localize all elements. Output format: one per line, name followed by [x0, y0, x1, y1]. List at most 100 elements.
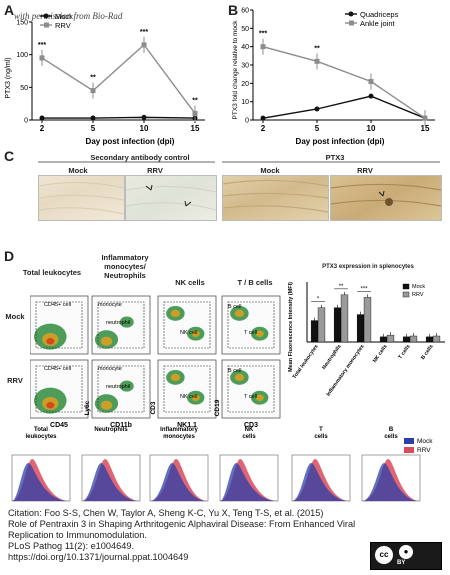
bar-1 — [386, 334, 395, 343]
legend-marker — [44, 22, 49, 28]
gate — [227, 365, 275, 413]
by-label: BY — [397, 560, 406, 566]
chart-b: PTX3 fold change relative to mock Day po… — [232, 8, 435, 146]
significance-label: *** — [38, 42, 46, 49]
bar-1 — [409, 335, 418, 343]
flow-col-title-2: Inflammatory monocytes/ Neutrophils — [101, 253, 149, 280]
legend-marker — [349, 20, 354, 26]
y-tick-label: 0 — [245, 118, 249, 125]
dot-plot — [157, 359, 217, 419]
cc-icon: cc — [375, 546, 393, 564]
bar-title: PTX3 expression in splenocytes — [322, 264, 414, 270]
data-point — [192, 110, 198, 116]
gate-label: monocyte — [98, 366, 122, 372]
x-tick-label: 10 — [140, 124, 149, 133]
y-tick-label: 50 — [241, 26, 249, 33]
gate-label: T cell — [244, 394, 257, 400]
citation-line-4: PLoS Pathog 11(2): e1004649. — [8, 541, 134, 551]
data-point — [260, 115, 266, 121]
histogram-title: cells — [314, 434, 328, 440]
y-tick-label: 60 — [241, 8, 249, 15]
bar-1 — [317, 307, 326, 343]
flow-y-axis-label: CD19 — [214, 399, 221, 416]
x-tick-label: 2 — [261, 124, 266, 133]
micrograph-ptx3-mock — [222, 175, 329, 221]
bar-1 — [432, 335, 441, 343]
chart-a-ylabel: PTX3 (ng/ml) — [5, 57, 12, 98]
y-tick-label: 40 — [241, 44, 249, 51]
flow-col-title-1: Total leukocytes — [22, 268, 82, 277]
panel-c-group2-title: PTX3 — [325, 153, 345, 162]
y-tick-label: 150 — [16, 20, 28, 27]
data-point — [141, 42, 147, 48]
citation-doi-link[interactable]: https://doi.org/10.1371/journal.ppat.100… — [8, 552, 189, 562]
bar-1 — [340, 294, 349, 343]
panel-letter-a: A — [4, 2, 15, 18]
histogram-mock — [82, 463, 140, 501]
x-tick-label: 15 — [421, 124, 430, 133]
data-point — [314, 106, 320, 112]
panel-letter-d: D — [4, 248, 15, 264]
dot-plot — [221, 295, 281, 355]
density-cluster — [46, 401, 55, 409]
dot-plot — [157, 295, 217, 355]
citation: Citation: Foo S-S, Chen W, Taylor A, She… — [8, 508, 368, 563]
gate-label: neutrophil — [106, 384, 130, 390]
y-tick-label: 50 — [20, 85, 28, 92]
data-point — [90, 88, 96, 94]
x-tick-label: 2 — [40, 124, 45, 133]
gate-label: neutrophil — [106, 320, 130, 326]
gate-label: NK cell — [180, 330, 197, 336]
series-line-1 — [41, 43, 196, 114]
data-point — [90, 115, 96, 121]
legend-label: RRV — [55, 21, 71, 30]
histogram-legend-swatch — [404, 447, 414, 453]
density-cluster — [46, 337, 55, 345]
significance-label: *** — [140, 29, 148, 36]
histogram-title: cells — [242, 434, 256, 440]
histogram-title: leukocytes — [25, 434, 57, 440]
gate — [163, 365, 211, 413]
gate-label: T cell — [244, 330, 257, 336]
bar-0 — [356, 314, 365, 343]
histogram-legend-label: Mock — [417, 438, 433, 445]
flow-row-label-mock: Mock — [5, 312, 25, 321]
legend-label: Ankle joint — [360, 19, 396, 28]
density-cluster — [119, 316, 134, 328]
data-point — [314, 58, 320, 64]
cc-by-license-badge[interactable]: cc ● BY — [370, 542, 442, 570]
histogram-legend-label: RRV — [417, 447, 431, 454]
density-cluster — [100, 400, 113, 410]
watermark: with permission from Bio-Rad — [14, 11, 123, 21]
gate-label: CD45+ cell — [44, 366, 71, 372]
panel-letter-b: B — [228, 2, 239, 18]
density-cluster — [119, 380, 134, 392]
y-tick-label: 30 — [241, 63, 249, 70]
bar-1 — [363, 297, 372, 343]
gate — [227, 301, 275, 349]
flow-dotplots: CD45+ cell monocyte neutrophil NK cell B cel… — [30, 295, 281, 428]
density-cluster — [191, 330, 200, 337]
micro-label-2: RRV — [147, 166, 163, 175]
histogram-mock — [220, 463, 278, 501]
density-cluster — [170, 309, 181, 318]
histogram-title: NK — [245, 427, 254, 433]
data-point — [368, 93, 374, 99]
panel-letter-c: C — [4, 148, 15, 164]
bar-legend-label: RRV — [412, 292, 424, 298]
series-line-0 — [262, 95, 426, 119]
x-tick-label: 10 — [367, 124, 376, 133]
gate — [97, 365, 145, 413]
gate-label: monocyte — [98, 302, 122, 308]
histogram-mock — [362, 463, 420, 501]
data-point — [141, 114, 147, 120]
density-cluster — [255, 330, 264, 337]
bar-legend-swatch — [402, 283, 410, 290]
chart-d-bars: Mean Fluorescence Intensity (MFI) * Total… — [288, 282, 445, 397]
citation-line-2: Role of Pentraxin 3 in Shaping Arthritog… — [8, 519, 356, 529]
data-point — [39, 55, 45, 61]
bar-category-label: NK cells — [372, 344, 389, 364]
histogram-title: monocytes — [163, 434, 195, 440]
density-cluster — [191, 394, 200, 401]
bar-0 — [333, 307, 342, 343]
